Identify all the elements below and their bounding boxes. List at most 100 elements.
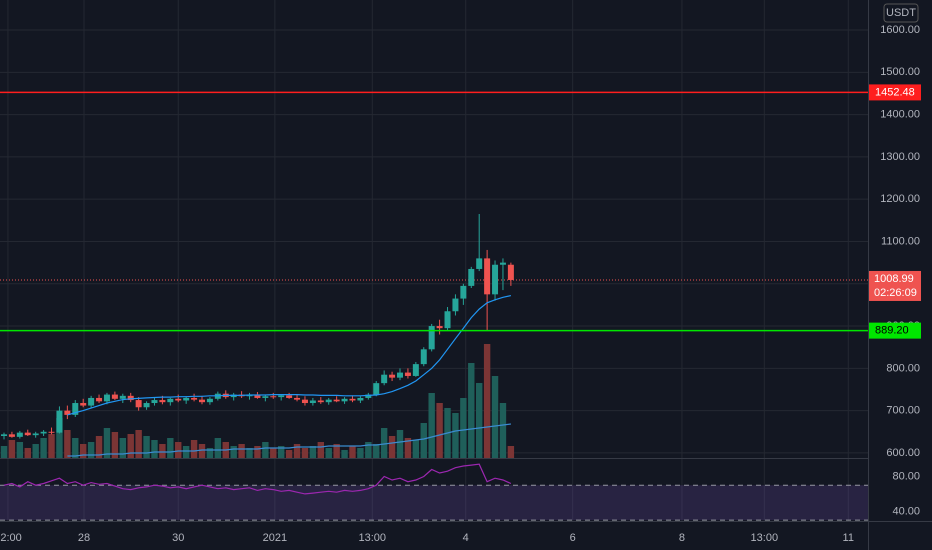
candle-body [381, 374, 388, 384]
candle-body [373, 383, 380, 395]
candle-body [111, 394, 118, 399]
volume-bar [8, 440, 16, 458]
volume-bar [206, 448, 214, 458]
x-tick-label: 13:00 [751, 532, 779, 544]
volume-bar [64, 430, 71, 458]
candle-body [412, 364, 419, 376]
candle-body [301, 399, 308, 404]
candle-body [40, 431, 47, 434]
candle-body [286, 395, 293, 398]
candle-body [294, 397, 301, 400]
candle-body [159, 400, 166, 403]
candle-body [365, 394, 372, 398]
volume-bar [507, 446, 515, 458]
candle-body [143, 403, 150, 408]
volume-bar [262, 442, 269, 458]
rsi-line [3, 463, 512, 495]
volume-bar [373, 444, 380, 458]
candle-body [88, 397, 95, 406]
volume-bar [333, 444, 340, 458]
candle-body [254, 394, 261, 398]
volume-bar [460, 398, 467, 458]
candle-body [80, 403, 87, 406]
candle-body [119, 395, 126, 399]
candle-body [32, 433, 39, 436]
x-tick-label: 30 [172, 532, 184, 544]
volume-bar [190, 440, 198, 458]
candle-body [349, 398, 356, 401]
volume-bar [278, 446, 285, 458]
volume-bar [412, 440, 420, 458]
volume-bar [175, 442, 182, 458]
volume-bar [491, 376, 499, 458]
y-tick-label: 1500.00 [880, 66, 920, 78]
volume-bar [111, 432, 119, 458]
volume-bar [48, 434, 55, 458]
volume-bar [388, 436, 396, 458]
candle-body [199, 399, 205, 403]
volume-bar [167, 438, 174, 458]
volume-bar [95, 436, 103, 458]
currency: USDT [886, 7, 916, 19]
volume-bar [325, 448, 332, 458]
volume-bar [341, 450, 348, 458]
candle-body [499, 262, 506, 265]
volume-bar [499, 403, 507, 458]
volume-bar [24, 448, 31, 458]
candle-body [167, 398, 174, 403]
level-label-bg [869, 84, 921, 101]
y-tick-label: 600.00 [886, 447, 920, 459]
volume-bar [285, 450, 293, 458]
candle-body [452, 298, 459, 312]
volume-bar [357, 448, 364, 458]
volume-bar [135, 430, 142, 458]
x-tick-label: 8 [679, 532, 685, 544]
volume-bar [143, 436, 150, 458]
volume-bar [214, 438, 222, 458]
level-label-bg [869, 322, 921, 339]
y-tick-label: 1300.00 [880, 151, 920, 163]
candle-body [56, 410, 63, 433]
y-tick-label: 800.00 [886, 362, 920, 374]
volume-bar [396, 430, 404, 458]
x-tick-label: 6 [570, 532, 576, 544]
volume-bar [270, 448, 277, 458]
candle-body [183, 397, 190, 401]
volume-bar [16, 442, 24, 458]
volume-bar [80, 444, 87, 458]
x-tick-label: 28 [78, 532, 90, 544]
x-tick-label: 2021 [263, 532, 287, 544]
rsi-tick-label: 40.00 [892, 505, 920, 517]
volume-ma-line [67, 423, 511, 457]
plot [0, 0, 868, 521]
volume-bar [182, 446, 190, 458]
candle-body [24, 432, 31, 436]
volume-bar [103, 428, 111, 458]
candle-body [460, 285, 467, 299]
currency-box [883, 3, 919, 23]
candle-body [428, 326, 435, 350]
volume-bar [365, 442, 372, 458]
candle-body [175, 398, 182, 401]
volume-bar [230, 446, 237, 458]
volume-bar [119, 438, 126, 458]
y-tick-label: 1400.00 [880, 109, 920, 121]
volume-bar [404, 438, 412, 458]
y-tick-label: 700.00 [886, 405, 920, 417]
volume-bar [0, 446, 8, 458]
rsi-band [0, 485, 868, 521]
volume-bar [301, 448, 309, 458]
candle-body [325, 399, 332, 403]
candle-body [103, 394, 110, 402]
x-tick-label: 4 [463, 532, 469, 544]
volume-bar [40, 438, 47, 458]
candle-body [191, 397, 198, 400]
volume-bar [293, 444, 301, 458]
last-price-bg [869, 270, 921, 301]
candle-body [48, 431, 55, 433]
volume-bar [151, 440, 158, 458]
candle-body [317, 400, 324, 403]
volume-bar [159, 444, 166, 458]
candle-body [135, 400, 142, 408]
